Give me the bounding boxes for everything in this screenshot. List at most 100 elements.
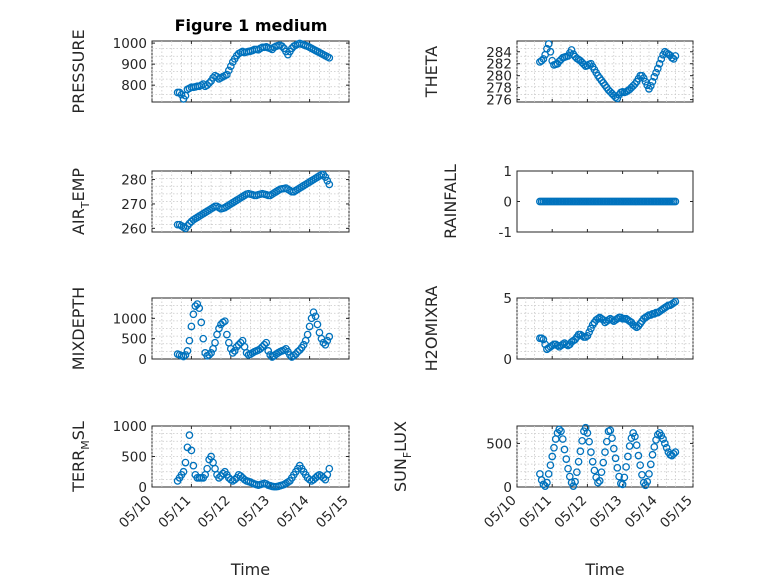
x-tick-label: 05/15	[313, 493, 352, 532]
data-point	[181, 458, 190, 467]
data-point	[226, 62, 235, 71]
data-point	[175, 88, 184, 97]
y-axis-label: H2OMIXRA	[422, 286, 441, 372]
y-tick-label: 260	[121, 221, 147, 237]
data-point	[325, 53, 334, 62]
data-point	[325, 464, 334, 473]
y-tick-label: 5	[503, 291, 512, 307]
y-tick-label: -1	[499, 225, 512, 241]
data-point	[571, 477, 579, 486]
subplot-airtemp: 260 270 280 AIRTEMP	[69, 168, 350, 237]
y-tick-label: 1000	[113, 36, 147, 52]
data-point	[660, 439, 669, 448]
data-point	[671, 448, 680, 456]
data-point	[325, 332, 334, 341]
y-tick-label: 0	[138, 352, 147, 368]
data-point	[256, 344, 265, 353]
data-point	[205, 79, 213, 87]
data-point	[643, 477, 652, 486]
data-point	[197, 318, 206, 327]
data-point	[550, 443, 558, 452]
x-tick-label: 05/11	[516, 493, 555, 532]
data-point	[638, 470, 646, 479]
data-point	[558, 435, 567, 443]
data-point	[548, 452, 557, 461]
data-point	[602, 437, 611, 446]
data-point	[648, 77, 657, 86]
data-point	[293, 347, 302, 356]
data-point	[181, 351, 190, 359]
data-point	[578, 331, 586, 340]
y-tick-label: 1000	[113, 311, 147, 327]
data-point	[189, 310, 198, 319]
data-point	[657, 55, 666, 63]
data-point	[587, 448, 595, 456]
y-axis-label: THETA	[422, 46, 441, 98]
data-point	[608, 434, 616, 443]
data-point	[219, 469, 227, 478]
x-tick-label: 05/12	[551, 493, 590, 532]
data-point	[553, 341, 562, 350]
data-point	[576, 447, 585, 456]
data-point	[215, 324, 223, 333]
data-point	[583, 331, 592, 340]
data-point	[648, 450, 657, 459]
data-point	[203, 81, 212, 90]
data-point	[260, 340, 269, 349]
data-point	[228, 349, 237, 357]
data-point	[189, 461, 198, 470]
data-point	[543, 478, 551, 487]
data-point	[203, 464, 212, 473]
data-point	[669, 450, 678, 458]
data-point	[599, 458, 608, 467]
data-point	[185, 336, 194, 345]
data-point	[223, 70, 231, 79]
data-point	[594, 314, 602, 323]
data-point	[303, 330, 312, 339]
data-point	[655, 59, 664, 68]
data-point	[653, 430, 662, 439]
y-axis-label: PRESSURE	[69, 29, 88, 113]
data-point	[646, 82, 655, 90]
data-point	[548, 341, 557, 350]
data-point	[311, 312, 320, 321]
data-point	[539, 55, 548, 63]
x-tick-label: 05/11	[155, 493, 194, 532]
y-tick-label: 0	[503, 195, 512, 211]
data-point	[195, 304, 204, 313]
data-point	[578, 436, 586, 445]
data-point	[622, 463, 630, 471]
y-tick-label: 284	[486, 45, 512, 61]
y-axis-label: AIRTEMP	[69, 168, 92, 235]
data-point	[652, 436, 660, 444]
x-tick-label: 05/10	[481, 493, 520, 532]
x-axis-label: Time	[584, 560, 624, 579]
data-point	[187, 322, 196, 331]
data-point	[634, 451, 643, 460]
data-point	[590, 466, 599, 475]
data-point	[613, 463, 622, 472]
data-point	[223, 330, 231, 339]
data-point	[625, 442, 634, 450]
y-tick-label: 0	[138, 480, 147, 496]
data-point	[594, 478, 602, 487]
data-point	[325, 180, 334, 189]
y-tick-label: 0	[503, 480, 512, 496]
data-point	[588, 457, 597, 466]
data-point	[299, 340, 308, 349]
data-point	[230, 347, 239, 355]
data-point	[580, 60, 588, 69]
data-point	[562, 455, 571, 463]
data-point	[323, 176, 332, 185]
data-point	[221, 317, 229, 326]
y-tick-label: 280	[486, 69, 512, 85]
data-point	[611, 454, 620, 463]
x-tick-label: 05/14	[274, 493, 313, 532]
data-point	[615, 472, 623, 481]
x-tick-label: 05/12	[195, 493, 234, 532]
data-point	[585, 437, 594, 446]
subplot-mixdepth: 0 500 1000 MIXDEPTH	[69, 287, 350, 370]
data-point	[215, 473, 223, 482]
